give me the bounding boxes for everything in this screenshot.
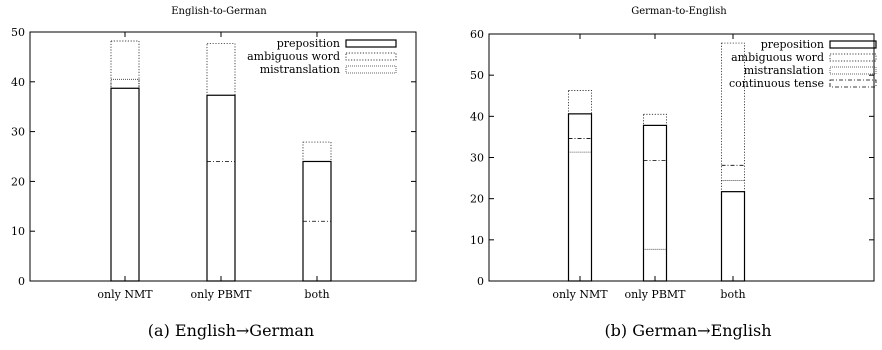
y-tick-label: 60 [470, 28, 484, 41]
bar-segment-preposition [110, 87, 140, 282]
legend-label: continuous tense [729, 77, 824, 90]
bar-segment-preposition [302, 160, 332, 282]
category-label: only PBMT [190, 288, 252, 301]
figure-caption: (a) English→German [148, 321, 314, 340]
legend-swatch [829, 79, 877, 88]
bar-outline-dotted [643, 113, 667, 282]
legend-swatch [345, 39, 397, 48]
y-tick-label: 20 [11, 175, 25, 188]
legend-swatch [829, 66, 877, 75]
y-tick-label: 20 [470, 193, 484, 206]
y-tick-label: 40 [11, 76, 25, 89]
bar-outline-dotted [302, 141, 332, 282]
chart-title: German-to-English [631, 6, 727, 17]
figure-caption: (b) German→English [604, 321, 771, 340]
bar-outline-dotted [206, 43, 236, 282]
bar-segment-preposition [720, 191, 746, 282]
legend-label: preposition [761, 38, 824, 51]
y-tick-label: 10 [11, 225, 25, 238]
legend-swatch [345, 65, 397, 74]
legend-label: mistranslation [260, 63, 340, 76]
y-tick-label: 0 [18, 275, 25, 288]
y-tick-label: 40 [470, 110, 484, 123]
category-label: both [720, 288, 745, 301]
y-tick-label: 10 [470, 234, 484, 247]
y-tick-label: 50 [470, 69, 484, 82]
y-tick-label: 0 [477, 275, 484, 288]
legend-swatch [829, 53, 877, 62]
category-label: both [304, 288, 329, 301]
chart-de-en: German-to-English 0 10 20 30 40 50 60 only NMT on… [470, 6, 877, 340]
y-tick-label: 30 [470, 152, 484, 165]
legend-label: mistranslation [744, 64, 824, 77]
category-label: only NMT [97, 288, 153, 301]
bar-outline-dotted [110, 40, 140, 282]
legend-swatch [345, 52, 397, 61]
chart-en-de: English-to-German 0 10 20 30 40 50 only NMT only… [11, 6, 417, 340]
legend-label: ambiguous word [731, 51, 824, 64]
plot-frame [29, 31, 417, 282]
y-tick-label: 50 [11, 26, 25, 39]
bar-segment-preposition [206, 94, 236, 282]
y-tick-label: 30 [11, 126, 25, 139]
bar-outline-dotted [568, 90, 592, 282]
bar-segment-preposition [642, 124, 668, 282]
legend-swatch [829, 40, 877, 49]
legend-label: ambiguous word [247, 50, 340, 63]
legend-label: preposition [277, 37, 340, 50]
bar-segment-mistranslation [110, 78, 140, 89]
category-label: only PBMT [624, 288, 686, 301]
bar-outline-dotted [721, 42, 745, 282]
category-label: only NMT [552, 288, 608, 301]
chart-title: English-to-German [171, 6, 267, 17]
